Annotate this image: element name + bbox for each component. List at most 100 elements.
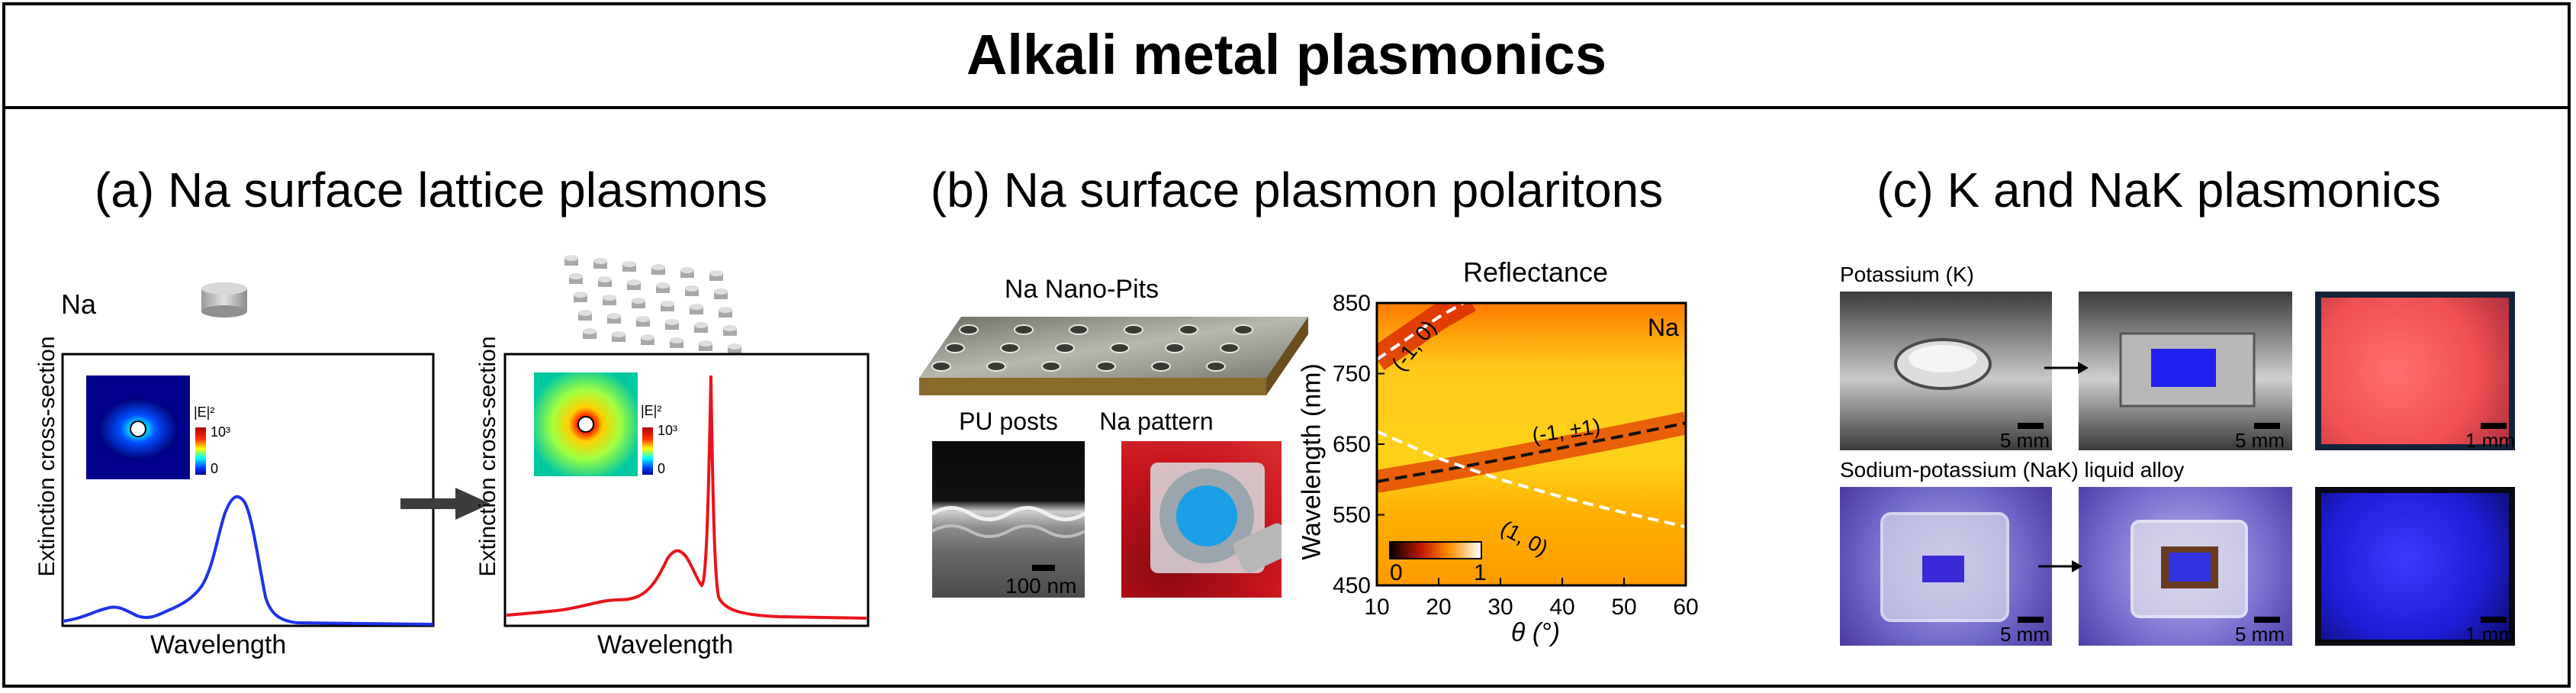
nano-pit xyxy=(1233,324,1253,335)
na-particle-array-icon xyxy=(564,255,741,354)
array-particle xyxy=(578,313,592,321)
nano-pit xyxy=(1179,324,1198,335)
array-particle xyxy=(593,261,607,269)
scale-label-1: 5 mm xyxy=(2000,429,2050,452)
array-particle xyxy=(603,298,616,305)
array-particle xyxy=(709,273,723,281)
array-particle xyxy=(656,285,670,293)
chart-right-xlabel: Wavelength xyxy=(597,630,734,659)
array-particle-top xyxy=(699,340,712,346)
title-bar: Alkali metal plasmonics xyxy=(2,2,2571,109)
nano-pit xyxy=(1041,361,1061,372)
array-particle-top xyxy=(612,331,626,337)
scale-label-4: 5 mm xyxy=(2000,623,2050,646)
array-particle xyxy=(685,288,699,296)
array-particle-top xyxy=(607,313,621,319)
array-particle-top xyxy=(728,343,741,350)
array-particle-top xyxy=(709,270,723,276)
extinction-chart-left xyxy=(61,353,435,627)
x-tick-label: 20 xyxy=(1426,595,1451,620)
nano-pit xyxy=(1151,361,1171,372)
nak-glove-photo-1 xyxy=(1840,487,2052,646)
array-particle-top xyxy=(723,325,737,331)
extinction-chart-right xyxy=(503,353,870,627)
scale-bar-6 xyxy=(2481,617,2507,623)
array-particle-top xyxy=(656,282,670,288)
nano-pit xyxy=(1165,343,1185,353)
nano-pit xyxy=(945,343,965,353)
inset-colorbar-right xyxy=(642,427,653,475)
colorbar-max: 1 xyxy=(1474,560,1487,585)
array-particle xyxy=(598,279,612,287)
y-tick-label: 650 xyxy=(1333,432,1371,457)
array-particle-top xyxy=(627,279,641,285)
array-particle-top xyxy=(661,301,674,307)
array-particle xyxy=(564,258,578,266)
x-tick-label: 30 xyxy=(1487,595,1513,620)
nano-pit xyxy=(1014,324,1034,335)
array-particle xyxy=(670,340,683,348)
na-pattern-label: Na pattern xyxy=(1099,408,1214,435)
main-title: Alkali metal plasmonics xyxy=(966,22,1606,86)
array-particle-top xyxy=(632,298,645,304)
array-particle xyxy=(719,310,732,317)
array-particle-top xyxy=(564,255,578,261)
pu-posts-sem-image xyxy=(932,441,1085,598)
right-arrow-icon xyxy=(400,488,490,520)
array-particle xyxy=(622,264,636,272)
nak-blue-closeup-photo xyxy=(2315,487,2515,646)
array-particle-top xyxy=(685,285,699,292)
array-particle xyxy=(714,292,728,299)
array-particle xyxy=(651,267,665,275)
array-particle xyxy=(694,325,708,333)
array-particle-top xyxy=(714,288,728,295)
scale-bar-4 xyxy=(2018,617,2044,623)
nano-pit xyxy=(1206,361,1226,372)
array-particle-top xyxy=(670,337,683,343)
array-particle xyxy=(632,301,645,308)
array-particle-top xyxy=(694,322,708,328)
array-particle xyxy=(607,316,621,324)
nano-pit xyxy=(1000,343,1020,353)
extinction-curve-left xyxy=(62,495,434,626)
dispersion-curve xyxy=(1377,303,1467,361)
na-label: Na xyxy=(61,288,97,320)
chart-right-ylabel: Extinction cross-section xyxy=(475,336,500,577)
field-inset-left xyxy=(86,376,190,479)
array-particle-top xyxy=(578,310,592,316)
nano-pit xyxy=(931,361,951,372)
array-particle-top xyxy=(593,258,607,264)
scale-label-2: 5 mm xyxy=(2235,429,2285,452)
array-particle-top xyxy=(583,328,597,334)
array-particle xyxy=(583,331,597,339)
heatmap-corner-label: Na xyxy=(1648,314,1679,341)
array-particle-top xyxy=(622,261,636,267)
array-particle-top xyxy=(641,334,654,340)
inset-min-right: 0 xyxy=(658,461,666,476)
array-particle xyxy=(690,307,703,314)
sem-scale-bar xyxy=(1032,565,1055,571)
dispersion-curve xyxy=(1377,421,1686,483)
arrow-icon-row2 xyxy=(2038,560,2082,572)
array-particle-top xyxy=(680,267,694,273)
inset-colorbar-left xyxy=(195,427,206,475)
nano-pit xyxy=(1124,324,1143,335)
sem-scale-label: 100 nm xyxy=(1005,574,1077,598)
field-inset-right xyxy=(534,372,638,476)
array-particle xyxy=(627,282,641,290)
extinction-curve-right xyxy=(506,375,867,620)
heatmap-ylabel: Wavelength (nm) xyxy=(1297,363,1327,560)
array-particle xyxy=(665,322,679,330)
colorbar-min: 0 xyxy=(1390,560,1403,585)
x-tick-label: 50 xyxy=(1611,595,1636,620)
array-particle-top xyxy=(598,276,612,282)
y-tick-label: 450 xyxy=(1333,573,1371,598)
nano-pit xyxy=(1096,361,1116,372)
array-particle xyxy=(661,304,674,311)
scale-label-6: 1 mm xyxy=(2465,623,2515,646)
array-particle xyxy=(612,334,626,342)
x-tick-label: 40 xyxy=(1549,595,1574,620)
array-particle-top xyxy=(574,292,587,298)
